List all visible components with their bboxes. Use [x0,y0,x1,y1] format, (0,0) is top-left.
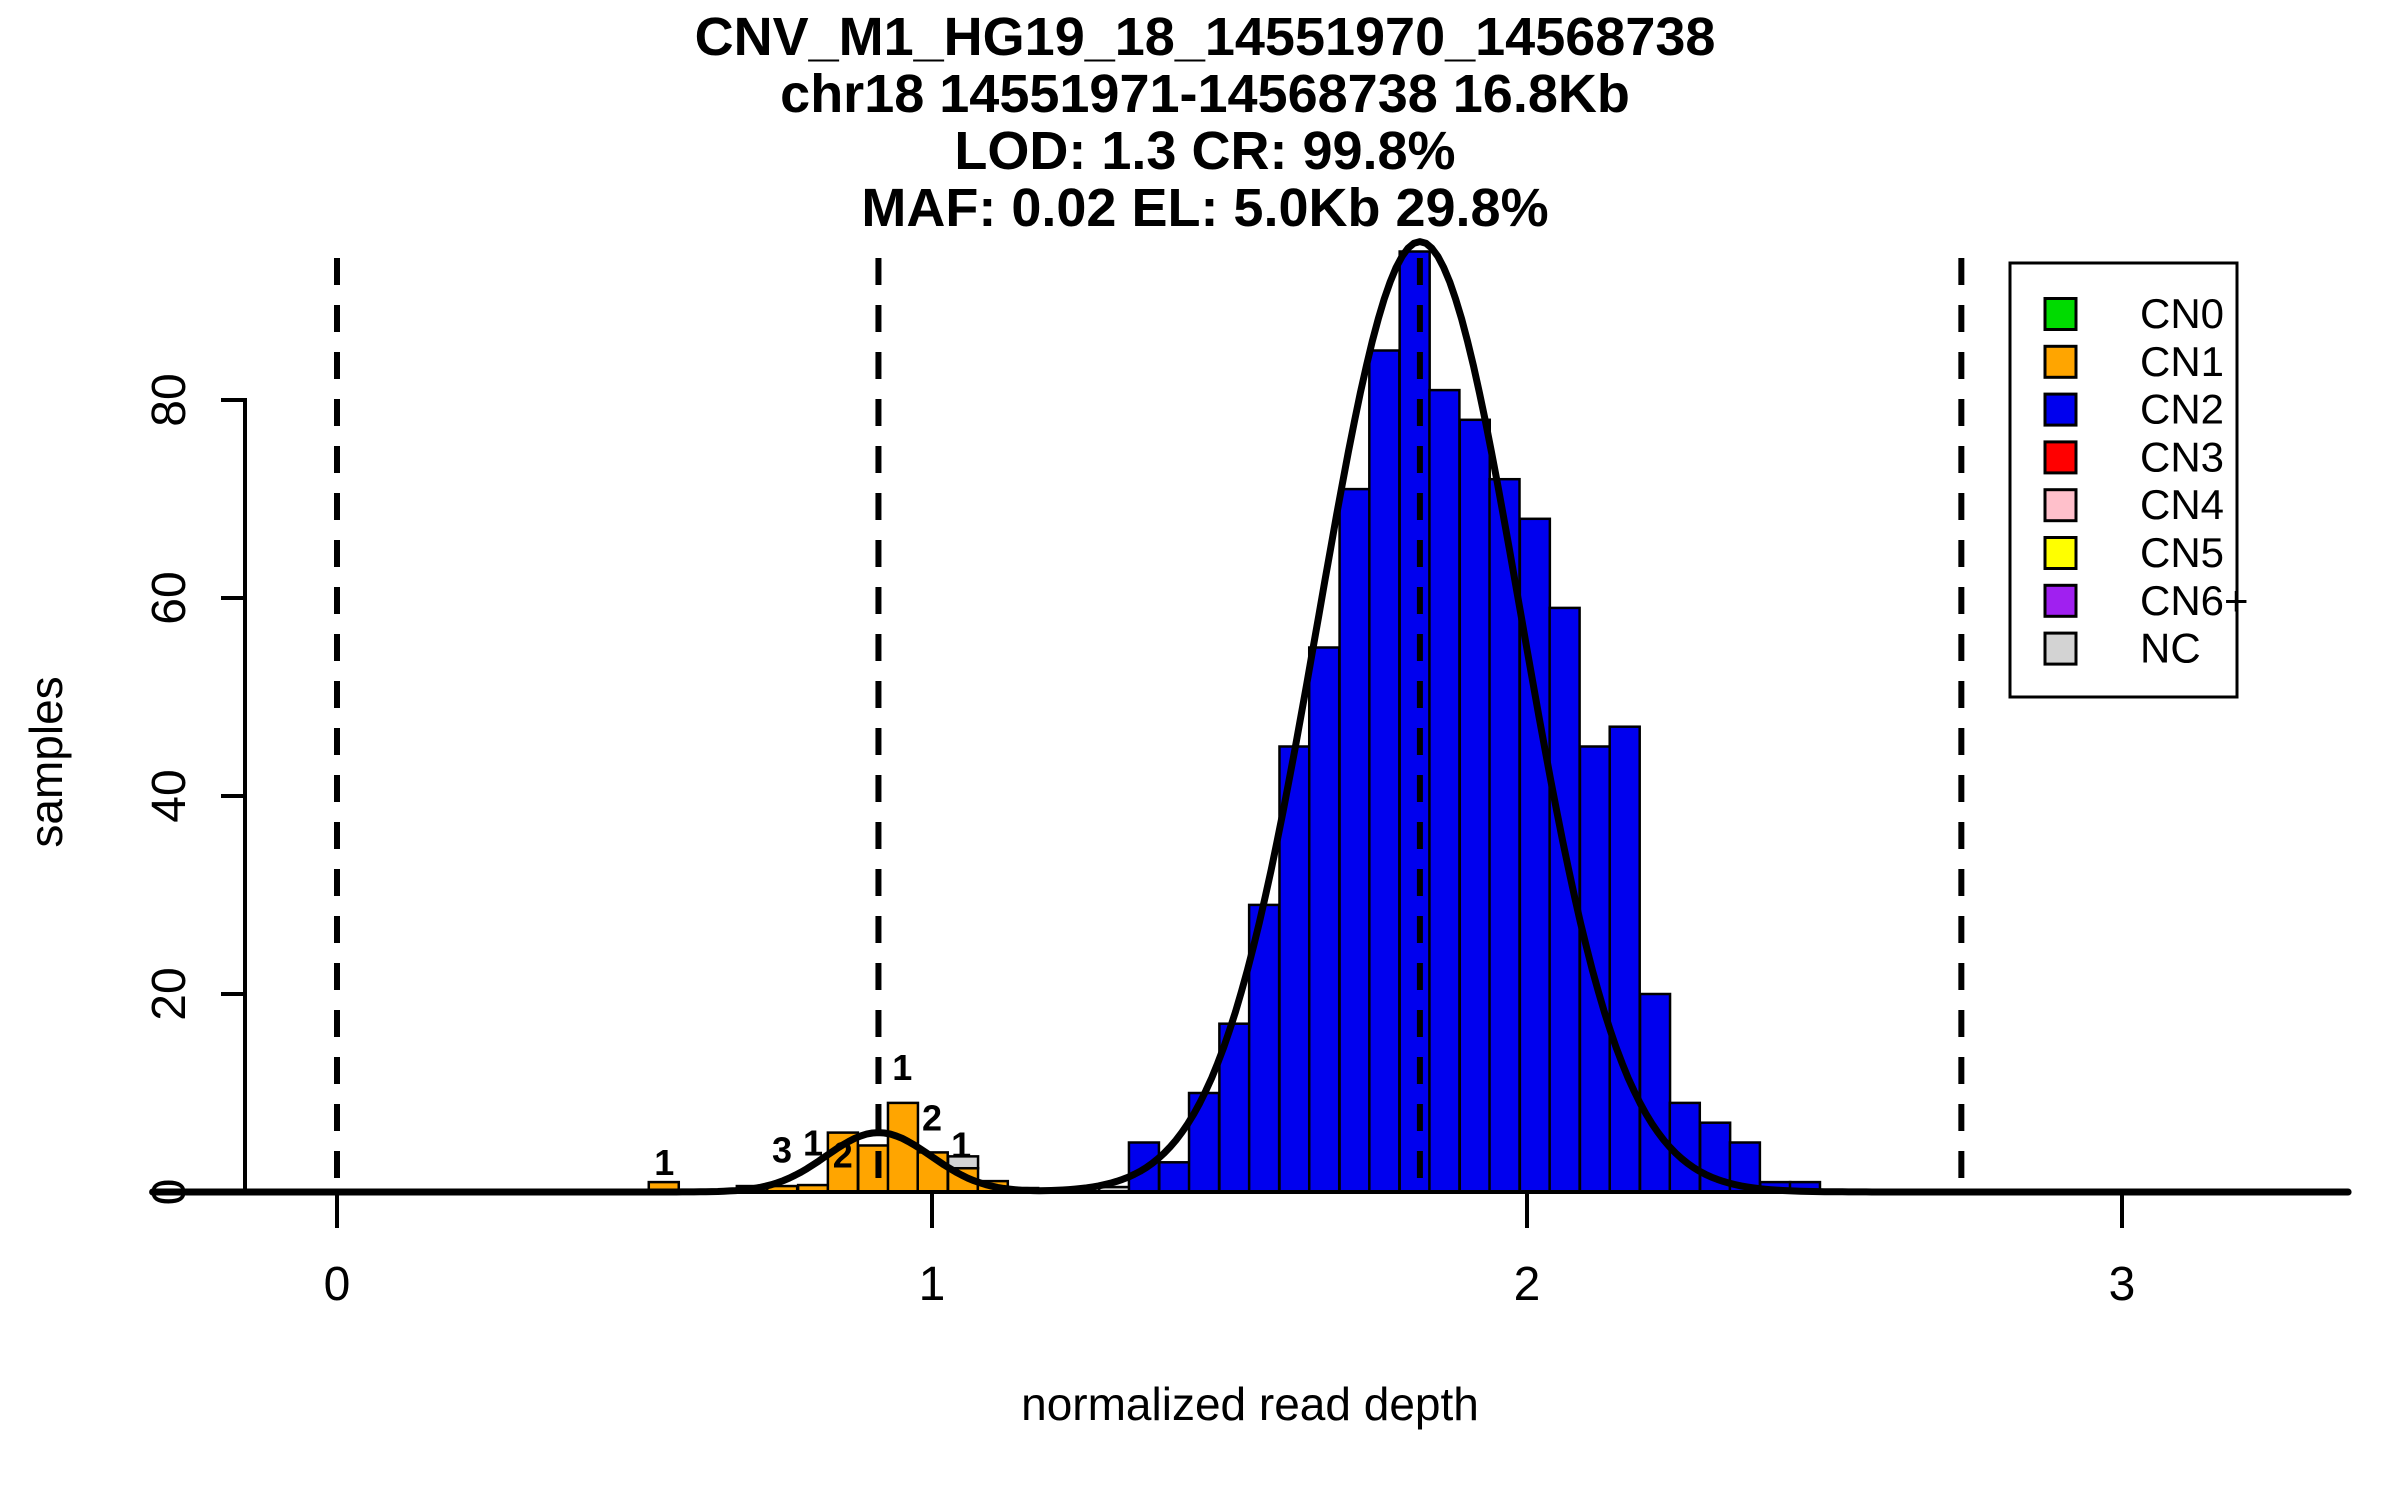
x-axis-label: normalized read depth [1021,1378,1479,1430]
histogram-bar-cn2 [1428,388,1461,1194]
histogram-bar-cn2 [1398,250,1431,1194]
histogram-bars-layer [647,250,1822,1194]
y-tick-label: 80 [143,373,196,426]
bar-count-label: 1 [951,1124,971,1165]
chart-title-line-2: chr18 14551971-14568738 16.8Kb [780,64,1630,124]
y-tick-label: 0 [143,1179,196,1206]
x-tick-label: 1 [919,1258,946,1311]
legend-item-label: CN6+ [2140,577,2249,624]
histogram-bar-cn2 [1638,992,1672,1194]
chart-title-line-3: LOD: 1.3 CR: 99.8% [954,121,1455,181]
bar-count-label: 2 [833,1134,853,1175]
legend-item-nc: NC [2043,625,2201,672]
legend-swatch [2043,583,2078,618]
legend-swatch [2043,392,2078,427]
histogram-bar-cn2 [1368,349,1401,1194]
x-tick-label: 3 [2109,1258,2136,1311]
bar-count-label: 3 [772,1129,792,1170]
histogram-bar-cn2 [1158,1161,1191,1194]
legend-item-cn2: CN2 [2043,386,2224,433]
histogram-bar-cn2 [1307,646,1341,1194]
bar-count-label: 1 [892,1047,912,1088]
legend-swatch [2043,344,2078,379]
legend-item-cn3: CN3 [2043,433,2224,480]
bar-count-label: 1 [654,1142,674,1183]
chart-title-line-1: CNV_M1_HG19_18_14551970_14568738 [695,7,1716,67]
legend-item-label: CN4 [2140,481,2224,528]
y-tick-label: 20 [143,967,196,1020]
legend-swatch [2043,488,2078,523]
legend-item-cn1: CN1 [2043,338,2224,385]
legend-swatch [2043,440,2078,475]
legend-item-label: NC [2140,625,2201,672]
legend-item-label: CN1 [2140,338,2224,385]
legend-item-label: CN3 [2140,433,2224,480]
legend-item-cn5: CN5 [2043,529,2224,576]
histogram-bar-cn1 [856,1144,890,1194]
histogram-bar-nc [946,1155,980,1170]
legend-item-label: CN5 [2140,529,2224,576]
legend-swatch [2043,536,2078,570]
bar-count-label: 1 [803,1122,823,1163]
legend-swatch [2043,297,2078,331]
expected-depth-lines-layer [334,258,1965,1192]
legend-box [2008,261,2239,699]
chart-title-line-4: MAF: 0.02 EL: 5.0Kb 29.8% [861,178,1548,238]
histogram-bar-cn2 [1608,725,1641,1194]
histogram-bar-cn2 [1458,418,1492,1194]
x-tick-label: 0 [324,1258,351,1311]
legend-item-label: CN2 [2140,386,2224,433]
legend-item-cn0: CN0 [2043,290,2224,337]
legend-item-label: CN0 [2140,290,2224,337]
bar-count-label: 2 [922,1098,942,1139]
legend-item-cn6plus: CN6+ [2043,577,2249,624]
y-tick-label: 40 [143,769,196,822]
legend-item-cn4: CN4 [2043,481,2224,528]
x-tick-label: 2 [1514,1258,1541,1311]
histogram-bar-cn2 [1338,487,1371,1194]
y-axis-label: samples [20,676,72,847]
y-tick-label: 60 [143,571,196,624]
legend-swatch [2043,631,2078,666]
